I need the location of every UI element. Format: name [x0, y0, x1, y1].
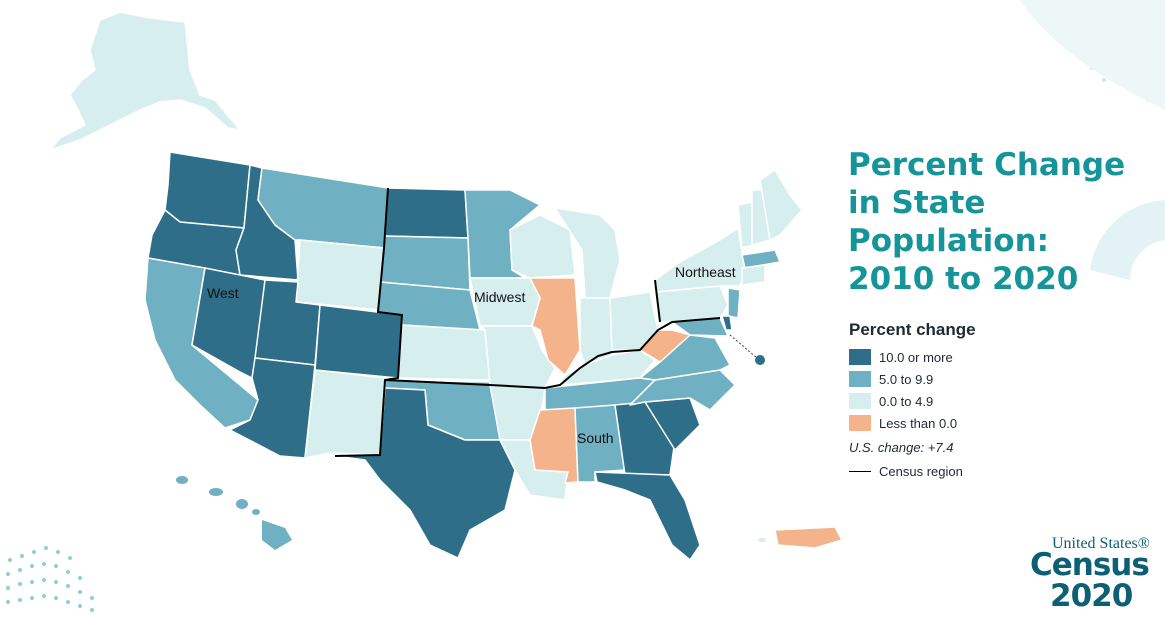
legend-swatch-mid [849, 371, 871, 387]
us-change-note: U.S. change: +7.4 [849, 440, 954, 455]
census-region-key: Census region [849, 464, 1079, 479]
graphic-title: Percent Change in State Population: 2010… [848, 146, 1148, 298]
census-2020-logo: United States® Census 2020 [1030, 535, 1162, 615]
legend-swatch-light [849, 393, 871, 409]
state-alaska [49, 11, 241, 151]
territory-virgin-islands [758, 538, 766, 542]
census-region-boundaries [334, 187, 721, 457]
state-massachusetts [741, 249, 781, 269]
state-wisconsin [509, 214, 576, 279]
state-new-jersey [727, 287, 741, 319]
legend-swatch-dark [849, 349, 871, 365]
region-label-midwest: Midwest [474, 289, 525, 305]
state-wyoming [295, 239, 385, 311]
legend-label: 10.0 or more [879, 349, 953, 365]
census-region-label: Census region [879, 464, 963, 479]
state-new-mexico [304, 369, 386, 459]
state-illinois [529, 277, 581, 376]
decorative-arc-topright [1020, 0, 1165, 110]
legend-swatch-negative [849, 415, 871, 431]
state-north-dakota [384, 187, 469, 239]
state-kansas [397, 324, 491, 381]
decorative-dot-pattern-bottomleft [6, 546, 94, 612]
logo-united-states: United States® [1052, 535, 1150, 552]
state-washington [164, 151, 251, 229]
state-texas [334, 387, 516, 559]
census-region-line-icon [849, 471, 871, 472]
title-line: in State [848, 185, 986, 221]
region-label-northeast: Northeast [675, 264, 736, 280]
logo-census: Census [1030, 547, 1150, 583]
legend-label: 0.0 to 4.9 [879, 393, 934, 409]
state-district-of-columbia [755, 355, 765, 365]
state-south-dakota [379, 235, 471, 291]
title-line: Population: [848, 223, 1050, 259]
state-hawaii [176, 476, 292, 550]
state-delaware [721, 315, 733, 331]
boundary-west [334, 187, 404, 457]
region-label-south: South [577, 430, 614, 446]
legend-item: 10.0 or more [849, 346, 1079, 368]
region-label-west: West [207, 285, 239, 301]
state-maine [759, 169, 803, 241]
legend-label: Less than 0.0 [879, 415, 958, 431]
legend-item: Less than 0.0 [849, 412, 1079, 434]
title-line: 2010 to 2020 [848, 261, 1079, 297]
state-colorado [314, 304, 403, 379]
state-missouri [479, 325, 556, 389]
territory-puerto-rico [774, 526, 843, 549]
state-new-york [654, 227, 746, 293]
legend-label: 5.0 to 9.9 [879, 371, 934, 387]
legend-item: 0.0 to 4.9 [849, 390, 1079, 412]
state-indiana [579, 297, 613, 366]
state-michigan [554, 207, 621, 299]
decorative-ring-right [1090, 200, 1165, 280]
legend-title: Percent change [849, 320, 976, 339]
map-legend: Percent change 10.0 or more 5.0 to 9.9 0… [849, 320, 1079, 479]
state-connecticut [741, 264, 766, 286]
title-line: Percent Change [848, 147, 1126, 183]
logo-year: 2020 [1050, 578, 1133, 614]
legend-item: 5.0 to 9.9 [849, 368, 1079, 390]
state-florida [594, 471, 701, 561]
boundary-south-north [384, 317, 721, 390]
dc-leader-line [729, 334, 758, 359]
boundary-northeast [654, 279, 661, 323]
